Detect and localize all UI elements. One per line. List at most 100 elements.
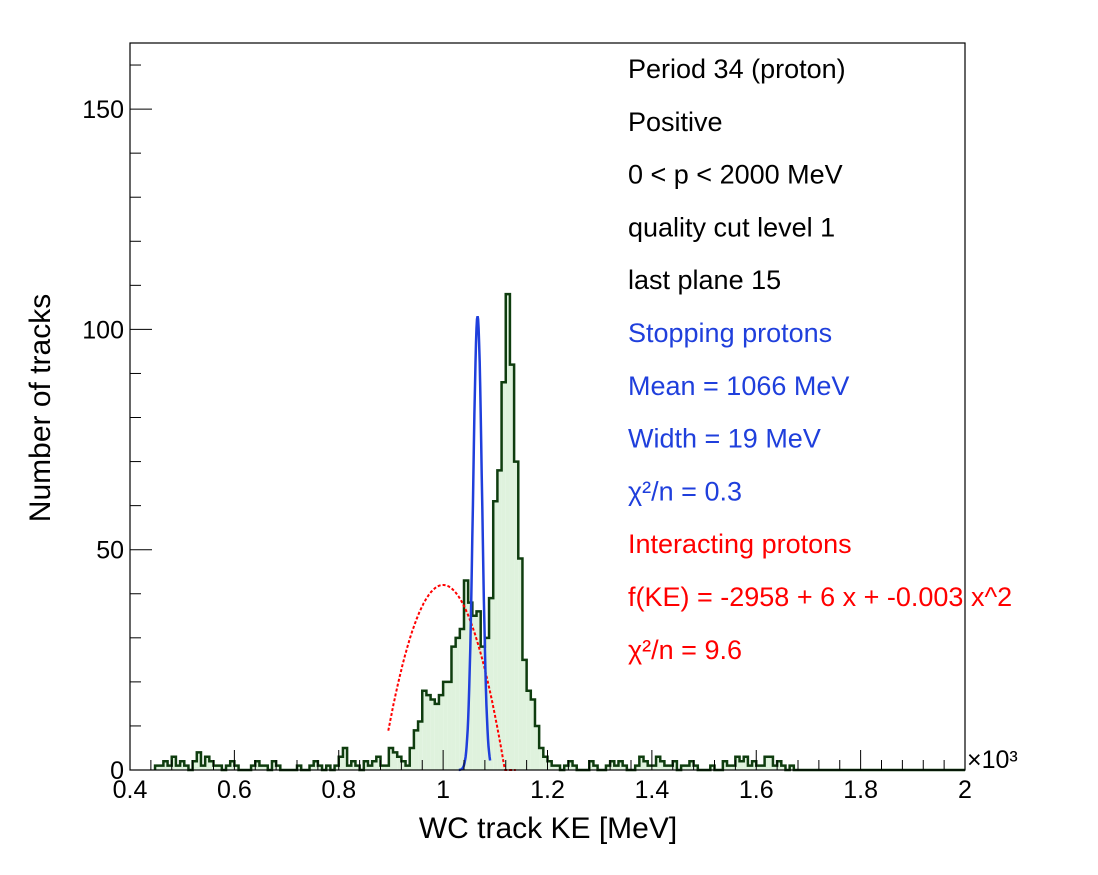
- histogram-bin: [727, 765, 732, 770]
- x-tick-label: 0.6: [217, 776, 252, 804]
- histogram-bin: [789, 765, 794, 770]
- annotation-line: Period 34 (proton): [628, 54, 846, 84]
- histogram-bin: [213, 765, 218, 770]
- histogram-bin: [564, 765, 569, 770]
- histogram-bin: [739, 761, 744, 770]
- x-tick-label: 2: [958, 776, 972, 804]
- x-tick-label: 0.4: [113, 776, 148, 804]
- x-tick-label: 1.6: [739, 776, 774, 804]
- x-axis-multiplier: ×10³: [967, 746, 1018, 774]
- histogram-bin: [271, 761, 277, 770]
- histogram-bin: [426, 695, 431, 770]
- histogram-bin: [372, 761, 377, 770]
- histogram-bin: [593, 765, 598, 770]
- x-tick-label: 1.8: [843, 776, 878, 804]
- histogram-bin: [175, 765, 181, 770]
- annotation-line: last plane 15: [628, 265, 781, 295]
- histogram-bin: [443, 681, 448, 770]
- histogram-bin: [397, 756, 402, 770]
- histogram-bin: [551, 765, 556, 770]
- histogram-bin: [464, 580, 469, 770]
- histogram-bin: [251, 765, 256, 770]
- histogram-bin: [689, 761, 694, 770]
- histogram-bin: [234, 765, 239, 770]
- histogram-bin: [572, 765, 577, 770]
- histogram-bin: [514, 461, 519, 770]
- histogram-bin: [668, 765, 673, 770]
- histogram-bin: [184, 765, 189, 770]
- histogram-bin: [418, 721, 423, 770]
- histogram-bin: [760, 765, 765, 770]
- histogram-bin: [710, 765, 715, 770]
- histogram-bin: [351, 761, 356, 770]
- histogram-bin: [393, 752, 398, 770]
- histogram-bin: [772, 765, 778, 770]
- histogram-bin: [438, 695, 444, 770]
- annotation-line: Width = 19 MeV: [628, 424, 821, 454]
- histogram-bin: [543, 756, 548, 770]
- histogram-bin: [547, 761, 552, 770]
- histogram-bin: [743, 756, 748, 770]
- histogram-bin: [192, 761, 197, 770]
- histogram-bin: [777, 761, 782, 770]
- histogram-bin: [518, 558, 523, 770]
- histogram-bin: [459, 629, 464, 770]
- histogram-bin: [589, 761, 594, 770]
- histogram-bin: [347, 765, 352, 770]
- histogram-bin: [180, 761, 185, 770]
- histogram-bin: [447, 681, 452, 770]
- x-tick-label: 1.4: [634, 776, 669, 804]
- histogram-bin: [756, 765, 761, 770]
- histogram-bin: [568, 761, 573, 770]
- annotation-line: Stopping protons: [628, 318, 832, 348]
- x-tick-label: 0.8: [321, 776, 356, 804]
- histogram-bin: [434, 703, 439, 770]
- histogram-bin: [167, 765, 172, 770]
- annotation-line: Interacting protons: [628, 529, 852, 559]
- histogram-bin: [489, 598, 494, 770]
- histogram-bin: [505, 294, 510, 770]
- histogram-bin: [200, 765, 206, 770]
- histogram-bin: [610, 761, 615, 770]
- annotation-line: Positive: [628, 107, 723, 137]
- x-axis-title: WC track KE [MeV]: [419, 812, 677, 845]
- y-tick-label: 50: [96, 537, 124, 565]
- histogram-bin: [530, 699, 535, 770]
- histogram-bin: [651, 765, 657, 770]
- histogram-bin: [681, 765, 686, 770]
- histogram-bin: [230, 761, 235, 770]
- histogram-bin: [326, 765, 331, 770]
- histogram-bin: [317, 765, 323, 770]
- y-axis-title: Number of tracks: [24, 294, 57, 522]
- histogram-bin: [768, 756, 773, 770]
- histogram-bin: [401, 761, 406, 770]
- histogram-bin: [522, 659, 527, 770]
- histogram-bin: [647, 765, 652, 770]
- histogram-bin: [480, 646, 485, 770]
- histogram-bin: [497, 470, 502, 770]
- histogram-bin: [276, 765, 281, 770]
- annotation-block: Period 34 (proton) Positive 0 < p < 2000 M…: [628, 54, 1012, 665]
- histogram-bin: [781, 765, 786, 770]
- histogram-bin: [455, 637, 460, 770]
- histogram-bin: [752, 761, 757, 770]
- annotation-line: χ²/n = 9.6: [628, 635, 742, 665]
- histogram-bin: [555, 765, 561, 770]
- histogram-bin: [534, 725, 540, 770]
- histogram-bin: [605, 765, 611, 770]
- histogram-bin: [664, 765, 669, 770]
- histogram-bin: [539, 747, 544, 770]
- histogram-bin: [205, 756, 210, 770]
- histogram-bin: [722, 761, 728, 770]
- histogram-bin: [263, 765, 268, 770]
- histogram-bin: [747, 765, 753, 770]
- histogram-bin: [313, 761, 318, 770]
- y-tick-label: 100: [82, 316, 124, 344]
- histogram-bin: [614, 765, 619, 770]
- histogram-bin: [217, 765, 222, 770]
- plot-frame: [129, 42, 966, 771]
- histogram-bin: [685, 765, 690, 770]
- histogram-bin: [334, 765, 339, 770]
- histogram-bin: [639, 756, 644, 770]
